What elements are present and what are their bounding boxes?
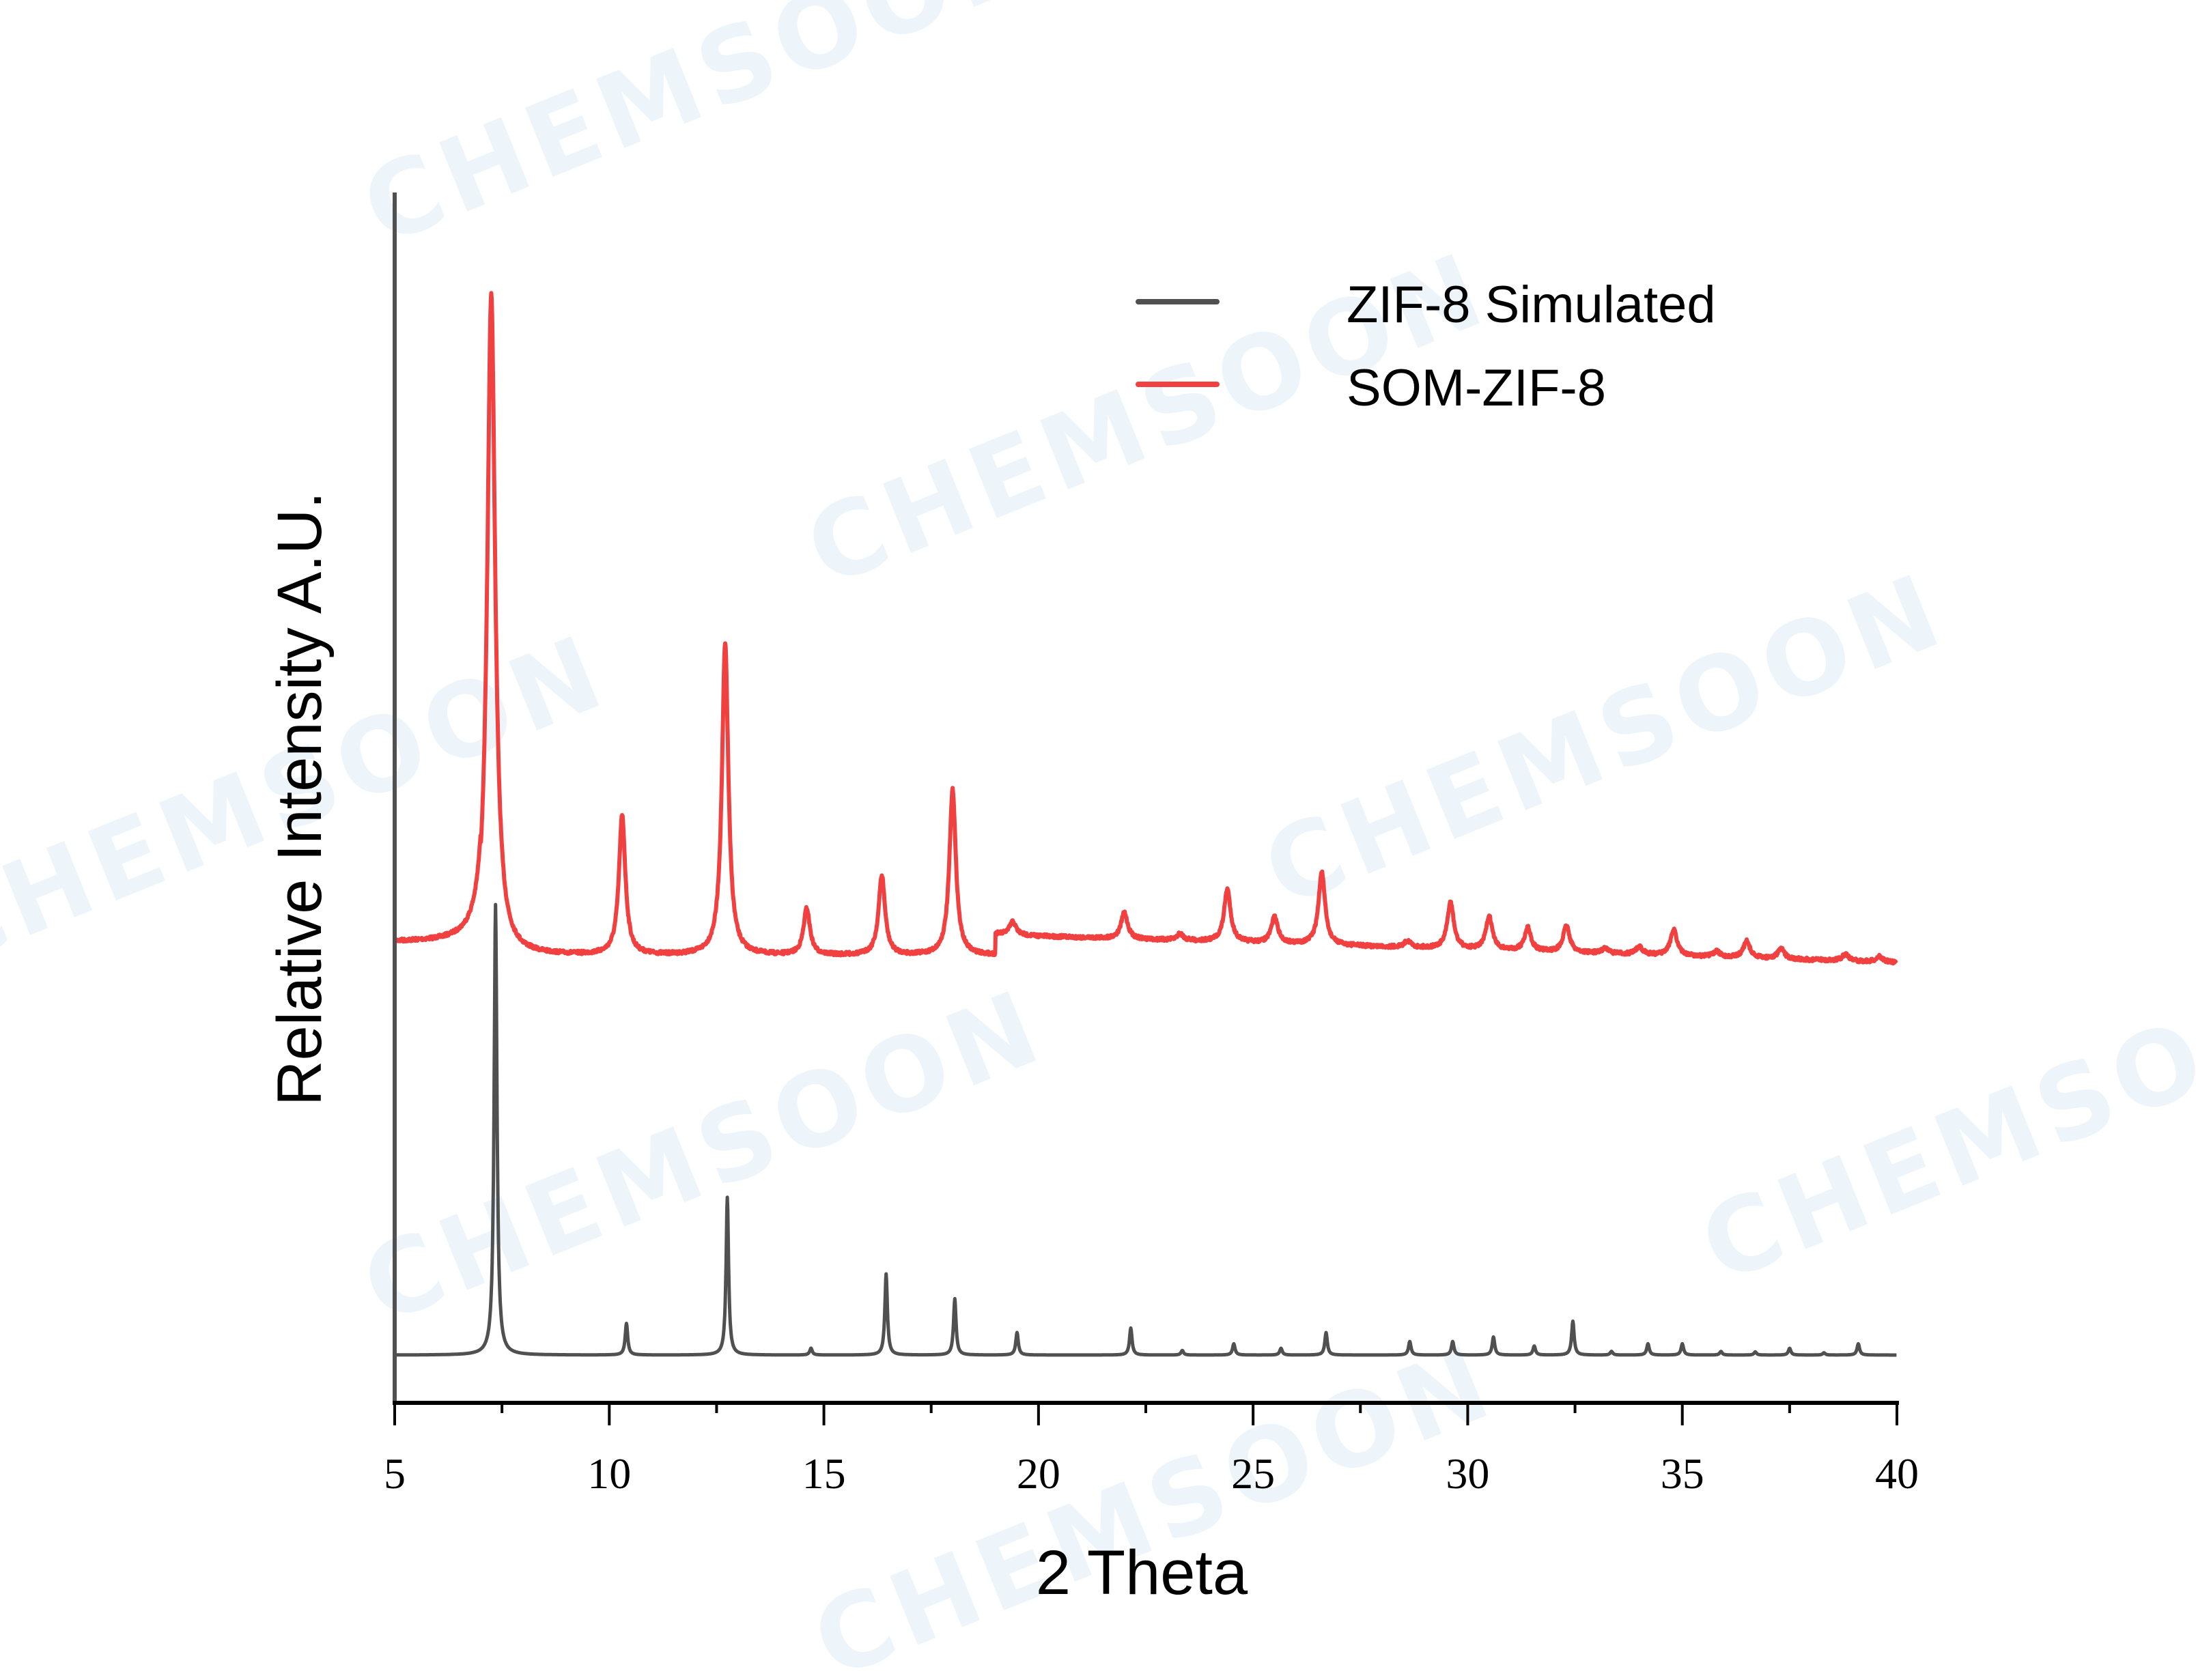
watermark-text: CHEMSOON: [1685, 926, 2196, 1306]
watermark-text: CHEMSOON: [798, 1322, 1510, 1680]
x-tick-label: 10: [587, 1449, 631, 1498]
x-axis-tick-labels: 5 10 15 20 25 30 35 40: [384, 1449, 1919, 1498]
x-tick-label: 35: [1661, 1449, 1704, 1498]
legend-label-som-zif8: SOM-ZIF-8: [1347, 359, 1606, 417]
y-axis-title: Relative Intensity A.U.: [265, 492, 335, 1106]
x-axis-ticks: [393, 1403, 1898, 1425]
x-tick-label: 30: [1446, 1449, 1489, 1498]
watermark-text: CHEMSOON: [1248, 550, 1961, 930]
legend-item-som-zif8: SOM-ZIF-8: [1136, 359, 1606, 417]
zif8-simulated-line: [393, 902, 1898, 1357]
x-tick-label: 20: [1017, 1449, 1060, 1498]
x-axis-title: 2 Theta: [1036, 1538, 1248, 1608]
som-zif8-line: [393, 291, 1898, 966]
legend-item-zif8-simulated: ZIF-8 Simulated: [1136, 276, 1716, 334]
x-tick-label: 5: [384, 1449, 406, 1498]
legend-label-zif8-simulated: ZIF-8 Simulated: [1347, 276, 1716, 334]
x-tick-label: 25: [1231, 1449, 1275, 1498]
x-tick-label: 15: [802, 1449, 846, 1498]
watermark-text: CHEMSOON: [347, 0, 1060, 268]
legend: ZIF-8 Simulated SOM-ZIF-8: [1136, 276, 1716, 417]
watermark-text: CHEMSOON: [347, 967, 1060, 1347]
x-tick-label: 40: [1875, 1449, 1919, 1498]
